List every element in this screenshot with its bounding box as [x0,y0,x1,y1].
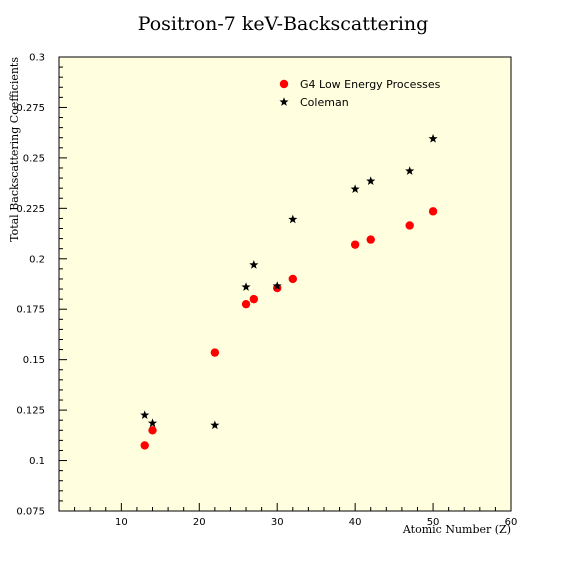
x-axis-ticks [58,503,512,511]
data-point-star [147,418,158,428]
y-tick-label: 0.1 [29,456,45,467]
data-point-circle [148,426,157,435]
data-point-star [288,214,298,224]
y-tick-label: 0.2 [29,254,45,265]
data-point-star [140,410,150,420]
x-tick-label: 30 [271,517,284,528]
data-point-circle [366,235,375,244]
legend-marker [279,97,289,106]
data-point-circle [241,299,251,309]
data-point-circle [249,294,259,304]
legend-marker [279,79,289,89]
x-axis-label: Atomic Number (Z) [402,523,511,536]
y-tick-label: 0.25 [23,153,45,164]
x-tick-label: 20 [193,517,206,528]
data-point-circle [140,441,149,450]
data-point-star [210,420,220,430]
x-axis-tick-labels: 10 20 30 40 50 60 [115,517,517,528]
data-point-circle [288,274,297,284]
y-tick-label: 0.125 [16,406,45,417]
y-tick-label: 0.15 [23,355,45,366]
x-tick-label: 60 [505,517,518,528]
y-axis-label: Total Backscattering Coefficients [8,57,21,242]
data-point-star [428,133,438,143]
x-tick-label: 10 [115,517,128,528]
y-tick-label: 0.175 [16,305,45,316]
data-point-star [272,281,282,290]
y-axis-tick-labels: 0.075 0.1 0.125 0.15 0.175 0.2 0.225 0.25 0.275 0… [16,53,45,518]
data-point-star [241,282,251,291]
y-axis-ticks [59,56,67,512]
y-tick-label: 0.225 [16,204,45,215]
data-point-circle [405,221,414,230]
legend-label: Coleman [300,96,349,109]
chart-title: Positron-7 keV-Backscattering [138,13,429,35]
x-tick-label: 40 [349,517,362,528]
y-tick-label: 0.3 [29,53,45,64]
data-point-star [366,176,376,185]
data-point-star [350,184,360,194]
x-tick-label: 50 [427,517,440,528]
data-point-star [249,260,259,269]
data-point-circle [350,240,360,249]
data-point-circle [210,348,220,357]
series-coleman [140,133,438,430]
data-point-star [405,166,415,175]
data-point-circle [428,207,438,216]
plot-area [58,56,512,512]
legend: G4 Low Energy Processes Coleman [279,78,441,109]
series-g4-low-energy [140,207,438,450]
data-series [140,133,438,450]
y-tick-label: 0.075 [16,507,45,518]
y-tick-label: 0.275 [16,103,45,114]
legend-label: G4 Low Energy Processes [300,78,441,91]
